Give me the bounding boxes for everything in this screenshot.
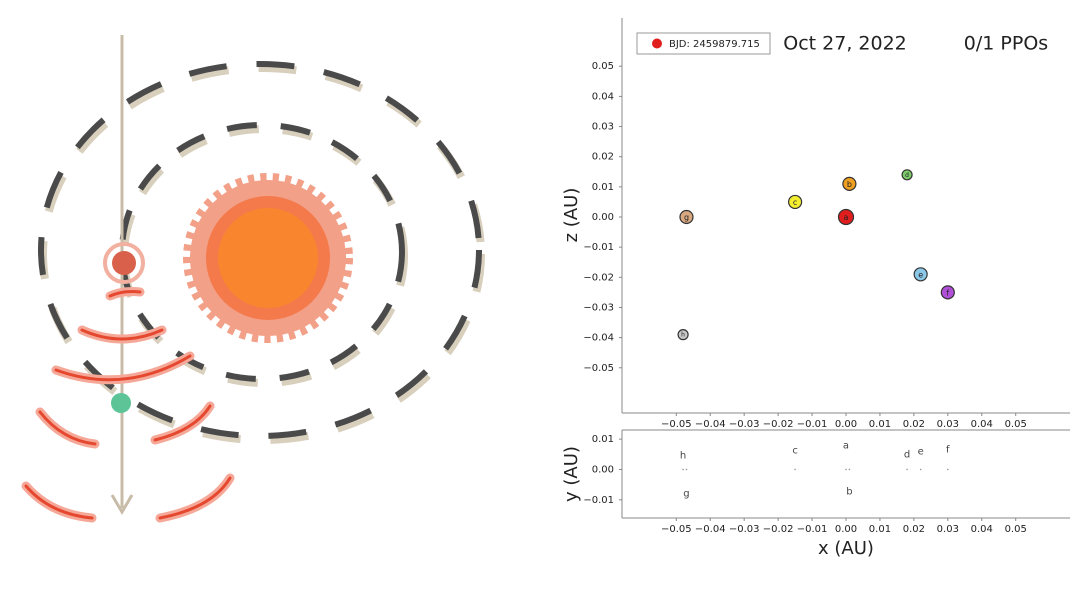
planet-marker [919, 468, 922, 471]
planet-marker [842, 176, 857, 191]
y-tick-label: 0.00 [592, 212, 614, 223]
x-tick-label: 0.00 [835, 524, 857, 535]
x-tick-label: 0.03 [937, 419, 959, 430]
x-tick-label: 0.04 [971, 524, 993, 535]
x-tick-label: 0.02 [903, 524, 925, 535]
z-axis-label: z (AU) [561, 188, 582, 243]
x-tick-label: −0.02 [763, 419, 794, 430]
planet-label: f [946, 288, 949, 297]
planet-marker [901, 169, 913, 181]
planet-marker [848, 468, 851, 471]
date-annotation: Oct 27, 2022 [783, 33, 907, 55]
planet-label: h [681, 332, 685, 339]
planet-label: h [680, 450, 686, 461]
y-axis-label: y (AU) [561, 446, 582, 502]
y-tick-label: 0.01 [592, 434, 614, 445]
planet-label: a [843, 440, 849, 451]
planet-label: d [904, 449, 910, 460]
planet-marker [940, 285, 955, 300]
y-tick-label: −0.02 [583, 272, 614, 283]
legend [636, 32, 771, 55]
moon [111, 393, 131, 413]
y-tick-label: −0.04 [583, 333, 614, 344]
planet-marker [787, 194, 803, 210]
x-axis-label: x (AU) [818, 538, 874, 559]
outer-orbit [38, 61, 482, 439]
x-tick-label: 0.05 [1005, 419, 1027, 430]
planet-marker [679, 209, 694, 225]
x-tick-label: −0.04 [695, 524, 726, 535]
legend-marker [652, 38, 662, 49]
planet-label: b [846, 486, 852, 497]
y-tick-label: 0.04 [592, 91, 614, 102]
planet-label: c [793, 198, 797, 207]
star [218, 208, 318, 308]
planet-label: c [792, 445, 798, 456]
arrowhead [110, 494, 134, 515]
planet-marker [837, 208, 855, 226]
y-tick-label: 0.02 [592, 152, 614, 163]
y-tick-label: 0.03 [592, 122, 614, 133]
y-tick-label: −0.03 [583, 302, 614, 313]
planet-marker [906, 468, 908, 471]
legend-label: BJD: 2459879.715 [669, 39, 760, 50]
x-tick-label: 0.03 [937, 524, 959, 535]
planet-label: g [684, 213, 689, 222]
planet-marker [677, 329, 689, 341]
planet-marker [685, 468, 688, 471]
x-tick-label: 0.01 [869, 524, 891, 535]
x-tick-label: −0.01 [797, 524, 828, 535]
planet-marker [947, 468, 949, 471]
x-tick-label: 0.01 [869, 419, 891, 430]
planet [112, 251, 136, 275]
planet-label: d [905, 172, 909, 179]
x-tick-label: −0.04 [695, 419, 726, 430]
inner-orbit [119, 122, 405, 382]
y-tick-label: 0.01 [592, 182, 614, 193]
x-tick-label: 0.02 [903, 419, 925, 430]
planet-label: e [918, 446, 924, 457]
x-tick-label: −0.02 [763, 524, 794, 535]
x-tick-label: −0.03 [729, 419, 760, 430]
x-tick-label: 0.04 [971, 419, 993, 430]
signal-arcs [21, 287, 235, 523]
planet-marker [794, 468, 796, 471]
y-tick-label: 0.05 [592, 61, 614, 72]
planet-label: g [683, 488, 689, 499]
y-tick-label: −0.01 [583, 495, 614, 506]
x-tick-label: −0.03 [729, 524, 760, 535]
planet-marker [682, 468, 684, 471]
y-tick-label: 0.00 [592, 464, 614, 475]
x-tick-label: −0.05 [661, 419, 692, 430]
ppo-annotation: 0/1 PPOs [964, 33, 1048, 55]
planet-label: f [946, 444, 950, 455]
planet-label: e [918, 270, 923, 279]
planet-label: a [844, 213, 849, 222]
planet-label: b [847, 180, 852, 189]
planet-marker [913, 267, 928, 282]
x-tick-label: 0.00 [835, 419, 857, 430]
x-tick-label: 0.05 [1005, 524, 1027, 535]
planet-marker [845, 468, 847, 471]
x-tick-label: −0.05 [661, 524, 692, 535]
y-tick-label: −0.05 [583, 363, 614, 374]
y-tick-label: −0.01 [583, 242, 614, 253]
planet-ring [103, 242, 145, 284]
x-tick-label: −0.01 [797, 419, 828, 430]
illustration [21, 35, 485, 523]
